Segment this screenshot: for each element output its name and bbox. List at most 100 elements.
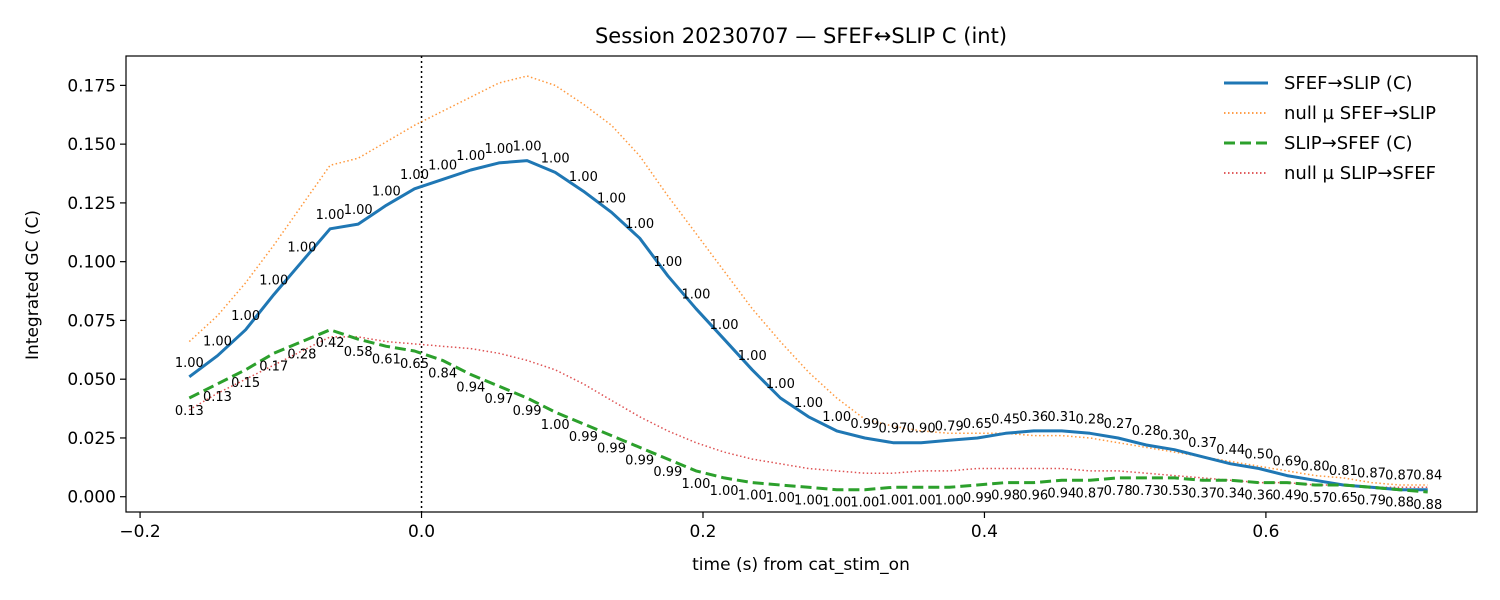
point-label-s2-11: 0.97 [484, 392, 513, 407]
point-label-s0-11: 1.00 [484, 142, 513, 157]
point-label-s0-44: 0.84 [1413, 469, 1442, 484]
point-label-s0-36: 0.37 [1188, 436, 1217, 451]
point-label-s2-31: 0.94 [1047, 486, 1076, 501]
point-label-s0-38: 0.50 [1244, 448, 1273, 463]
point-label-s2-42: 0.79 [1357, 493, 1386, 508]
y-axis-title: Integrated GC (C) [23, 210, 43, 360]
point-label-s0-23: 1.00 [822, 410, 851, 425]
point-label-s0-27: 0.79 [935, 419, 964, 434]
point-label-s2-13: 1.00 [541, 418, 570, 433]
point-label-s2-21: 1.00 [766, 491, 795, 506]
y-tick-label-7: 0.175 [67, 76, 116, 96]
point-label-s0-29: 0.45 [991, 412, 1020, 427]
point-label-s0-6: 1.00 [344, 203, 373, 218]
point-label-s0-9: 1.00 [428, 158, 457, 173]
x-axis-title: time (s) from cat_stim_on [692, 555, 910, 575]
point-label-s0-34: 0.28 [1132, 424, 1161, 439]
point-label-s0-35: 0.30 [1160, 429, 1189, 444]
point-label-s2-28: 0.99 [963, 491, 992, 506]
point-label-s0-19: 1.00 [710, 318, 739, 333]
point-label-s0-12: 1.00 [513, 140, 542, 155]
point-label-s2-34: 0.73 [1132, 484, 1161, 499]
series-line-1 [188, 75, 1428, 486]
point-label-s0-39: 0.69 [1273, 455, 1302, 470]
point-label-s0-33: 0.27 [1104, 417, 1133, 432]
x-tick-label-2: 0.2 [689, 522, 716, 542]
point-label-s0-16: 1.00 [625, 217, 654, 232]
point-labels-layer: 1.001.001.001.001.001.00 1.001.001.001.00… [175, 140, 1442, 513]
point-label-s2-44: 0.88 [1413, 498, 1442, 513]
point-label-s2-30: 0.96 [1019, 489, 1048, 504]
y-tick-label-2: 0.050 [67, 370, 116, 390]
point-label-s2-8: 0.65 [400, 357, 429, 372]
y-tick-label-0: 0.000 [67, 488, 116, 508]
x-tick-label-4: 0.6 [1252, 522, 1279, 542]
point-label-s2-14: 0.99 [569, 430, 598, 445]
axes-layer: −0.2 0.0 0.2 0.4 0.6 0.000 0.025 0.050 0.075 0.10… [67, 55, 1478, 542]
point-label-s0-1: 1.00 [203, 335, 232, 350]
point-label-s0-28: 0.65 [963, 417, 992, 432]
point-label-s0-2: 1.00 [231, 309, 260, 324]
point-label-s2-32: 0.87 [1076, 486, 1105, 501]
y-tick-label-4: 0.100 [67, 253, 116, 273]
series-lines-layer [188, 56, 1428, 512]
point-label-s0-41: 0.81 [1329, 464, 1358, 479]
point-label-s2-19: 1.00 [710, 484, 739, 499]
point-label-s2-12: 0.99 [513, 404, 542, 419]
series-line-3 [188, 336, 1428, 489]
point-label-s2-0: 0.13 [175, 404, 204, 419]
x-tick-label-1: 0.0 [408, 522, 435, 542]
point-label-s0-22: 1.00 [794, 396, 823, 411]
point-label-s2-25: 1.00 [878, 493, 907, 508]
y-tick-label-5: 0.125 [67, 194, 116, 214]
point-label-s2-41: 0.65 [1329, 491, 1358, 506]
point-label-s2-5: 0.42 [316, 336, 345, 351]
point-label-s0-0: 1.00 [175, 356, 204, 371]
series-line-2 [188, 328, 1428, 494]
point-label-s2-39: 0.49 [1273, 489, 1302, 504]
point-label-s0-37: 0.44 [1216, 443, 1245, 458]
series-line-0 [188, 159, 1428, 492]
legend-label-0: SFEF→SLIP (C) [1284, 73, 1413, 94]
point-label-s2-29: 0.98 [991, 489, 1020, 504]
point-label-s2-33: 0.78 [1104, 484, 1133, 499]
point-label-s0-14: 1.00 [569, 170, 598, 185]
x-tick-label-0: −0.2 [119, 522, 160, 542]
point-label-s0-25: 0.97 [878, 422, 907, 437]
point-label-s2-20: 1.00 [738, 489, 767, 504]
point-label-s2-24: 1.00 [850, 496, 879, 511]
point-label-s2-2: 0.15 [231, 376, 260, 391]
point-label-s0-40: 0.80 [1301, 459, 1330, 474]
point-label-s2-26: 1.00 [907, 493, 936, 508]
y-tick-label-6: 0.150 [67, 135, 116, 155]
point-label-s0-43: 0.87 [1385, 469, 1414, 484]
point-label-s2-17: 0.99 [653, 465, 682, 480]
point-label-s0-8: 1.00 [400, 168, 429, 183]
point-label-s0-10: 1.00 [456, 149, 485, 164]
point-label-s0-5: 1.00 [316, 208, 345, 223]
point-label-s0-32: 0.28 [1076, 412, 1105, 427]
point-label-s0-31: 0.31 [1047, 410, 1076, 425]
point-label-s0-30: 0.36 [1019, 410, 1048, 425]
point-label-s2-4: 0.28 [287, 348, 316, 363]
point-label-s2-18: 1.00 [681, 477, 710, 492]
point-label-s0-7: 1.00 [372, 184, 401, 199]
point-label-s0-18: 1.00 [681, 288, 710, 303]
point-label-s2-1: 0.13 [203, 390, 232, 405]
point-label-s2-23: 1.00 [822, 496, 851, 511]
point-label-s0-17: 1.00 [653, 255, 682, 270]
point-label-s2-9: 0.84 [428, 366, 457, 381]
point-label-s2-40: 0.57 [1301, 491, 1330, 506]
point-label-s2-27: 1.00 [935, 493, 964, 508]
y-tick-label-1: 0.025 [67, 429, 116, 449]
point-label-s2-38: 0.36 [1244, 489, 1273, 504]
y-tick-label-3: 0.075 [67, 311, 116, 331]
point-label-s0-26: 0.90 [907, 422, 936, 437]
point-label-s0-42: 0.87 [1357, 466, 1386, 481]
point-label-s0-24: 0.99 [850, 417, 879, 432]
point-label-s0-21: 1.00 [766, 377, 795, 392]
legend: SFEF→SLIP (C) null µ SFEF→SLIP SLIP→SFEF (… [1224, 73, 1436, 184]
point-label-s2-35: 0.53 [1160, 484, 1189, 499]
point-label-s2-36: 0.37 [1188, 486, 1217, 501]
